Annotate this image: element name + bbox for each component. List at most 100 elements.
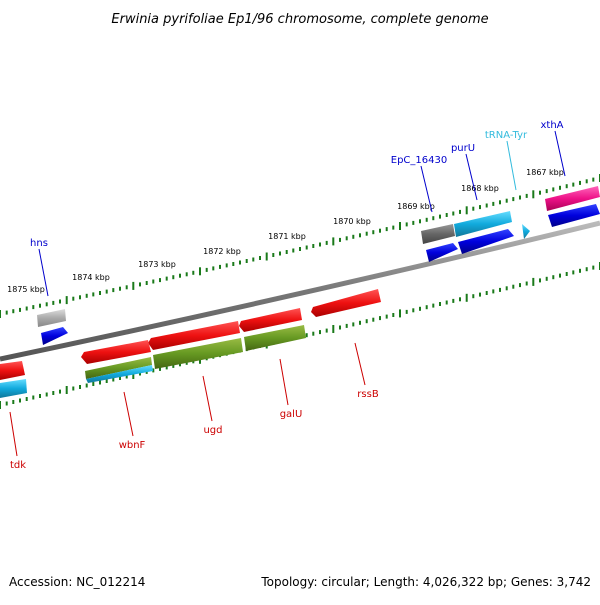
- outer-minor-tick: [79, 295, 81, 300]
- inner-minor-tick: [325, 328, 328, 333]
- outer-minor-tick: [25, 306, 28, 311]
- inner-minor-tick: [119, 376, 121, 380]
- inner-minor-tick: [459, 297, 461, 302]
- inner-minor-tick: [565, 272, 568, 276]
- gene-label-tdk: tdk: [10, 460, 26, 471]
- outer-minor-tick: [305, 245, 308, 250]
- gene-arrow-olive-galU: [244, 325, 306, 351]
- gene-arrow-hns: [41, 327, 68, 345]
- outer-minor-tick: [85, 293, 88, 298]
- gene-arrow-purU: [458, 229, 514, 254]
- inner-minor-tick: [25, 397, 28, 401]
- leader-rssB: [354, 342, 366, 386]
- outer-minor-tick: [559, 185, 561, 190]
- outer-minor-tick: [279, 251, 281, 256]
- outer-minor-tick: [345, 236, 348, 241]
- outer-minor-tick: [565, 184, 568, 189]
- gene-arrow-pink: [545, 186, 600, 211]
- outer-minor-tick: [212, 266, 215, 271]
- outer-minor-tick: [432, 216, 435, 221]
- gene-arrow-tRNA-Tyr: [522, 224, 530, 239]
- outer-minor-tick: [325, 240, 328, 245]
- inner-minor-tick: [12, 400, 15, 404]
- leader-EpC_16430: [420, 165, 433, 213]
- outer-minor-tick: [512, 197, 515, 202]
- inner-minor-tick: [105, 379, 108, 383]
- outer-minor-tick: [525, 193, 528, 198]
- leader-galU: [279, 358, 289, 406]
- inner-minor-tick: [312, 331, 315, 336]
- inner-major-tick: [0, 401, 1, 409]
- gene-labels: xthA tRNA-Tyr purU EpC_16430 hns rssB ga…: [10, 120, 564, 471]
- inner-minor-tick: [579, 268, 581, 273]
- outer-minor-tick: [12, 309, 15, 314]
- outer-minor-tick: [252, 257, 255, 262]
- inner-minor-tick: [492, 289, 495, 294]
- label-leaders: [9, 130, 566, 457]
- inner-major-tick: [65, 386, 68, 394]
- inner-minor-tick: [19, 398, 21, 403]
- inner-minor-tick: [345, 323, 348, 328]
- outer-minor-tick: [172, 275, 175, 280]
- outer-minor-tick: [112, 288, 115, 293]
- scale-label-1872: 1872 kbp: [203, 247, 241, 256]
- inner-minor-tick: [152, 368, 155, 373]
- gene-arrow-cyan-wbnF: [86, 365, 153, 383]
- scale-label-1868: 1868 kbp: [461, 184, 499, 193]
- genome-summary-text: Topology: circular; Length: 4,026,322 bp…: [261, 575, 591, 589]
- outer-major-tick: [465, 206, 468, 215]
- outer-major-tick: [132, 281, 135, 290]
- gene-arrows: [0, 186, 600, 398]
- inner-minor-tick: [419, 306, 421, 311]
- inner-minor-tick: [519, 283, 521, 288]
- leader-hns: [38, 248, 49, 297]
- gene-arrow-olive-wbnF: [85, 357, 152, 379]
- inner-minor-tick: [99, 380, 101, 385]
- inner-minor-tick: [552, 275, 555, 280]
- gene-arrow-cyan-upper: [454, 211, 512, 237]
- outer-major-tick: [265, 252, 268, 261]
- outer-minor-tick: [165, 276, 168, 281]
- chromosome-backbone: [0, 220, 600, 362]
- inner-minor-tick: [79, 385, 81, 389]
- outer-minor-tick: [32, 305, 35, 310]
- scale-label-1875: 1875 kbp: [7, 285, 45, 294]
- outer-minor-tick: [592, 177, 595, 182]
- gene-arrow-wbnF: [81, 340, 151, 364]
- outer-minor-tick: [319, 242, 321, 247]
- gene-arrow-ugd: [148, 321, 240, 350]
- outer-minor-tick: [125, 285, 128, 290]
- inner-minor-tick: [392, 313, 395, 317]
- outer-minor-tick: [219, 264, 221, 269]
- outer-minor-tick: [439, 214, 441, 219]
- outer-minor-tick: [552, 187, 555, 192]
- inner-minor-tick: [445, 300, 448, 305]
- inner-minor-tick: [452, 298, 455, 303]
- inner-minor-tick: [385, 314, 388, 319]
- outer-minor-tick: [545, 189, 548, 194]
- gene-arrow-cyan-tdk: [0, 379, 27, 398]
- inner-major-tick: [399, 309, 401, 318]
- inner-minor-tick: [5, 401, 8, 406]
- outer-major-tick: [532, 190, 535, 199]
- outer-minor-tick: [445, 213, 448, 217]
- gene-arrow-tdk: [0, 361, 25, 380]
- outer-minor-tick: [485, 203, 488, 208]
- outer-major-tick: [332, 237, 335, 246]
- inner-minor-tick: [179, 362, 181, 367]
- leader-xthA: [554, 130, 566, 177]
- outer-minor-tick: [205, 267, 208, 272]
- outer-minor-tick: [179, 273, 181, 278]
- outer-minor-tick: [232, 262, 235, 266]
- outer-minor-tick: [539, 190, 541, 195]
- outer-minor-tick: [479, 205, 481, 210]
- gene-arrow-xthA: [548, 204, 600, 227]
- scale-label-1874: 1874 kbp: [72, 273, 110, 282]
- outer-minor-tick: [459, 209, 461, 214]
- scale-label-1869: 1869 kbp: [397, 202, 435, 211]
- inner-minor-tick: [439, 302, 441, 306]
- inner-minor-tick: [359, 320, 361, 325]
- scale-labels: 1867 kbp 1868 kbp 1869 kbp 1870 kbp 1871…: [7, 168, 564, 294]
- leader-purU: [465, 153, 478, 201]
